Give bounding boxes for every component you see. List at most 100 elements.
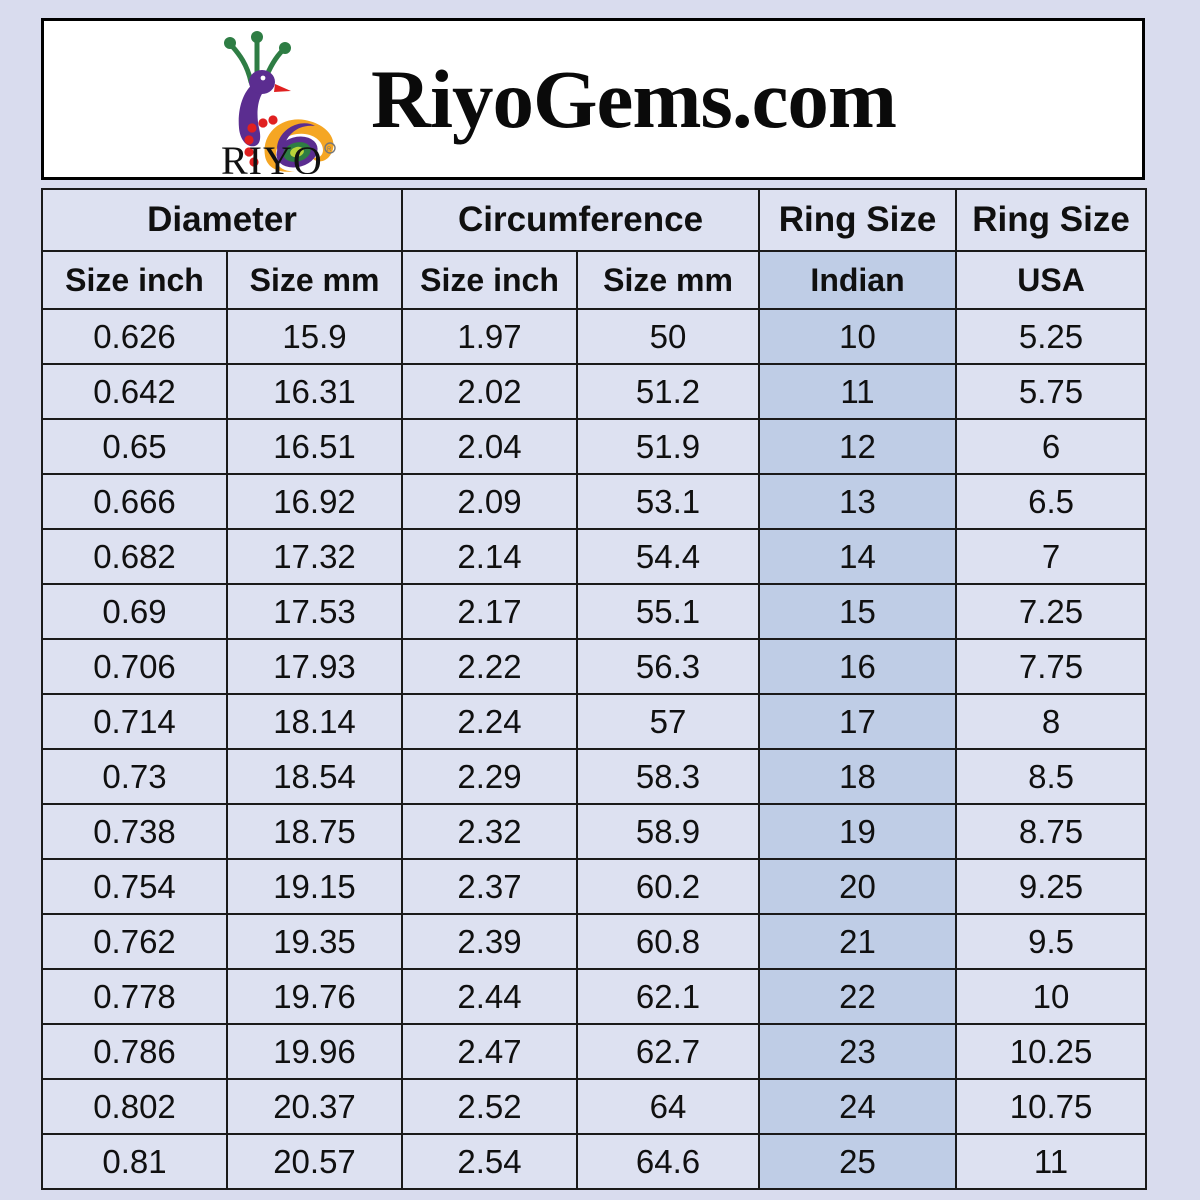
cell-ring-size-indian: 12 <box>758 418 958 475</box>
cell-diameter-inch: 0.754 <box>41 858 228 915</box>
cell-ring-size-usa: 7 <box>955 528 1148 585</box>
cell-ring-size-usa: 9.25 <box>955 858 1148 915</box>
header-group-diameter: Diameter <box>40 188 404 252</box>
cell-diameter-mm: 18.75 <box>225 803 404 860</box>
cell-circumference-inch: 2.32 <box>401 803 579 860</box>
cell-ring-size-usa: 7.75 <box>955 638 1148 695</box>
table-row: 0.65 16.51 2.04 51.9 12 6 <box>41 418 1148 475</box>
cell-diameter-mm: 19.35 <box>225 913 404 970</box>
cell-circumference-inch: 2.52 <box>401 1078 579 1135</box>
cell-ring-size-usa: 9.5 <box>955 913 1148 970</box>
cell-diameter-inch: 0.738 <box>41 803 228 860</box>
cell-ring-size-indian: 16 <box>758 638 958 695</box>
cell-circumference-mm: 56.3 <box>576 638 761 695</box>
cell-diameter-mm: 16.51 <box>225 418 404 475</box>
cell-circumference-mm: 64 <box>576 1078 761 1135</box>
cell-ring-size-indian: 22 <box>758 968 958 1025</box>
riyo-wordmark-text: RIYO <box>221 138 323 174</box>
cell-circumference-inch: 2.02 <box>401 363 579 420</box>
table-row: 0.682 17.32 2.14 54.4 14 7 <box>41 528 1148 585</box>
cell-circumference-inch: 2.14 <box>401 528 579 585</box>
cell-ring-size-indian: 14 <box>758 528 958 585</box>
cell-ring-size-usa: 11 <box>955 1133 1148 1190</box>
cell-diameter-inch: 0.73 <box>41 748 228 805</box>
header-circumference-size-inch: Size inch <box>401 250 579 310</box>
cell-ring-size-usa: 10.75 <box>955 1078 1148 1135</box>
cell-diameter-mm: 16.31 <box>225 363 404 420</box>
header-group-ring-size-indian: Ring Size <box>758 188 958 252</box>
header-sub-row: Size inch Size mm Size inch Size mm Indi… <box>41 250 1148 310</box>
cell-circumference-mm: 62.7 <box>576 1023 761 1080</box>
cell-diameter-mm: 20.37 <box>225 1078 404 1135</box>
cell-ring-size-usa: 6.5 <box>955 473 1148 530</box>
cell-diameter-inch: 0.714 <box>41 693 228 750</box>
table-row: 0.802 20.37 2.52 64 24 10.75 <box>41 1078 1148 1135</box>
brand-header: RIYO R RiyoGems.com <box>41 18 1145 180</box>
cell-diameter-mm: 18.14 <box>225 693 404 750</box>
cell-ring-size-usa: 8.5 <box>955 748 1148 805</box>
cell-ring-size-usa: 5.25 <box>955 308 1148 365</box>
cell-ring-size-indian: 23 <box>758 1023 958 1080</box>
cell-circumference-mm: 51.9 <box>576 418 761 475</box>
cell-diameter-mm: 17.93 <box>225 638 404 695</box>
cell-circumference-inch: 2.47 <box>401 1023 579 1080</box>
cell-diameter-mm: 19.15 <box>225 858 404 915</box>
cell-circumference-inch: 2.39 <box>401 913 579 970</box>
cell-circumference-inch: 2.29 <box>401 748 579 805</box>
cell-ring-size-indian: 18 <box>758 748 958 805</box>
cell-diameter-inch: 0.786 <box>41 1023 228 1080</box>
cell-diameter-inch: 0.666 <box>41 473 228 530</box>
cell-circumference-mm: 60.2 <box>576 858 761 915</box>
svg-text:R: R <box>327 147 332 153</box>
header-group-circumference: Circumference <box>401 188 761 252</box>
header-group-row: Diameter Circumference Ring Size Ring Si… <box>40 188 1148 252</box>
cell-circumference-mm: 57 <box>576 693 761 750</box>
table-row: 0.762 19.35 2.39 60.8 21 9.5 <box>41 913 1148 970</box>
cell-diameter-mm: 19.96 <box>225 1023 404 1080</box>
table-row: 0.714 18.14 2.24 57 17 8 <box>41 693 1148 750</box>
header-group-ring-size-usa: Ring Size <box>955 188 1148 252</box>
cell-circumference-inch: 2.37 <box>401 858 579 915</box>
cell-diameter-inch: 0.762 <box>41 913 228 970</box>
cell-diameter-mm: 15.9 <box>225 308 404 365</box>
brand-site-name: RiyoGems.com <box>371 52 897 145</box>
size-chart-container: Diameter Circumference Ring Size Ring Si… <box>40 188 1148 1190</box>
table-row: 0.69 17.53 2.17 55.1 15 7.25 <box>41 583 1148 640</box>
table-row: 0.738 18.75 2.32 58.9 19 8.75 <box>41 803 1148 860</box>
riyo-peacock-logo-icon: RIYO R <box>221 31 336 174</box>
cell-ring-size-usa: 5.75 <box>955 363 1148 420</box>
cell-ring-size-indian: 15 <box>758 583 958 640</box>
cell-circumference-inch: 2.17 <box>401 583 579 640</box>
table-row: 0.754 19.15 2.37 60.2 20 9.25 <box>41 858 1148 915</box>
cell-diameter-inch: 0.706 <box>41 638 228 695</box>
cell-diameter-mm: 19.76 <box>225 968 404 1025</box>
cell-diameter-mm: 18.54 <box>225 748 404 805</box>
cell-ring-size-usa: 10 <box>955 968 1148 1025</box>
cell-ring-size-indian: 20 <box>758 858 958 915</box>
cell-ring-size-usa: 8.75 <box>955 803 1148 860</box>
table-row: 0.642 16.31 2.02 51.2 11 5.75 <box>41 363 1148 420</box>
cell-diameter-inch: 0.802 <box>41 1078 228 1135</box>
cell-ring-size-indian: 10 <box>758 308 958 365</box>
cell-ring-size-indian: 24 <box>758 1078 958 1135</box>
header-diameter-size-mm: Size mm <box>225 250 404 310</box>
ring-size-table: Diameter Circumference Ring Size Ring Si… <box>40 188 1148 1190</box>
cell-diameter-inch: 0.778 <box>41 968 228 1025</box>
cell-diameter-inch: 0.626 <box>41 308 228 365</box>
cell-ring-size-usa: 6 <box>955 418 1148 475</box>
header-ring-size-usa: USA <box>955 250 1148 310</box>
cell-diameter-inch: 0.642 <box>41 363 228 420</box>
table-row: 0.778 19.76 2.44 62.1 22 10 <box>41 968 1148 1025</box>
cell-ring-size-usa: 8 <box>955 693 1148 750</box>
cell-diameter-mm: 17.32 <box>225 528 404 585</box>
cell-diameter-mm: 17.53 <box>225 583 404 640</box>
cell-ring-size-indian: 25 <box>758 1133 958 1190</box>
cell-circumference-inch: 2.09 <box>401 473 579 530</box>
table-row: 0.81 20.57 2.54 64.6 25 11 <box>41 1133 1148 1190</box>
cell-diameter-inch: 0.682 <box>41 528 228 585</box>
table-header: Diameter Circumference Ring Size Ring Si… <box>40 188 1148 310</box>
cell-ring-size-indian: 13 <box>758 473 958 530</box>
cell-ring-size-indian: 21 <box>758 913 958 970</box>
cell-circumference-inch: 2.22 <box>401 638 579 695</box>
